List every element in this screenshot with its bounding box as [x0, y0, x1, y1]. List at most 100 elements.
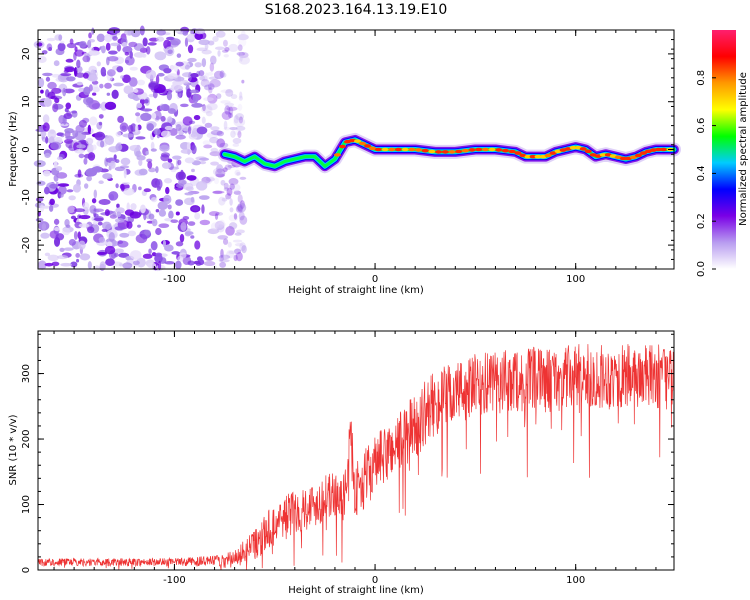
ridge-hotspot: [549, 151, 557, 155]
noise-speck: [151, 112, 157, 120]
noise-speck: [209, 62, 215, 72]
noise-speck: [79, 253, 91, 261]
spectrogram-y-tick-label: 0: [21, 146, 32, 152]
noise-speck: [154, 51, 167, 61]
noise-speck: [175, 199, 184, 206]
noise-speck: [135, 136, 146, 140]
colorbar-tick-label: 0.6: [696, 118, 707, 134]
noise-speck: [225, 226, 235, 236]
noise-speck: [219, 261, 227, 268]
noise-speck: [58, 34, 63, 41]
ridge-hotspot: [428, 149, 436, 154]
noise-speck: [203, 144, 213, 149]
noise-speck: [236, 229, 245, 234]
noise-speck: [230, 130, 236, 138]
noise-speck: [176, 53, 182, 58]
noise-speck: [108, 50, 118, 55]
noise-speck: [228, 214, 239, 222]
spectrogram-x-tick-label: 0: [372, 274, 378, 285]
noise-speck: [239, 51, 243, 62]
noise-speck: [200, 79, 210, 88]
noise-speck: [49, 183, 59, 189]
noise-speck: [206, 132, 218, 139]
noise-speck: [150, 197, 158, 203]
ridge-hotspot: [619, 156, 627, 161]
noise-speck: [40, 130, 47, 137]
noise-speck: [173, 85, 184, 92]
noise-speck: [108, 146, 120, 153]
noise-speck: [92, 92, 97, 96]
noise-speck: [37, 55, 47, 64]
noise-speck: [212, 190, 225, 194]
noise-speck: [128, 77, 138, 87]
noise-speck: [120, 183, 125, 192]
noise-speck: [219, 222, 227, 227]
noise-speck: [199, 160, 207, 165]
noise-speck: [66, 42, 77, 49]
noise-speck: [119, 263, 123, 267]
noise-speck: [167, 116, 173, 123]
spectrogram-y-tick-label: 10: [21, 95, 32, 108]
noise-speck: [167, 108, 176, 114]
noise-speck: [234, 232, 242, 236]
noise-speck: [94, 131, 106, 141]
spectrogram-y-tick-label: -20: [21, 237, 32, 253]
noise-speck: [56, 254, 69, 260]
noise-speck: [122, 45, 133, 54]
ridge-hotspot: [408, 147, 416, 152]
snr-series-line: [38, 344, 674, 570]
noise-speck: [130, 203, 137, 211]
noise-speck: [88, 38, 96, 43]
noise-speck: [215, 211, 224, 216]
ridge-hotspot: [534, 154, 542, 159]
noise-speck: [190, 235, 195, 239]
noise-speck: [92, 84, 99, 89]
noise-speck: [90, 69, 96, 80]
noise-speck: [219, 254, 225, 262]
noise-speck: [108, 232, 115, 242]
noise-speck: [166, 91, 173, 101]
noise-speck: [222, 39, 228, 47]
noise-speck: [168, 210, 174, 219]
noise-speck: [142, 253, 153, 259]
noise-speck: [101, 45, 106, 54]
noise-speck: [182, 255, 192, 266]
noise-speck: [138, 186, 142, 191]
noise-speck: [160, 154, 170, 162]
noise-speck: [67, 205, 75, 214]
noise-speck: [115, 183, 119, 189]
noise-speck: [76, 144, 86, 149]
ridge-hotspot: [364, 144, 372, 148]
noise-speck: [96, 33, 105, 43]
noise-speck: [55, 166, 63, 172]
snr-line: [38, 344, 674, 570]
noise-speck: [135, 150, 142, 158]
noise-speck: [36, 42, 43, 47]
noise-speck: [194, 240, 201, 250]
noise-speck: [196, 47, 208, 52]
noise-speck: [210, 222, 219, 231]
noise-speck: [126, 202, 130, 212]
noise-speck: [203, 97, 214, 102]
noise-speck: [166, 36, 175, 41]
colorbar-tick-label: 0.2: [696, 213, 707, 229]
noise-speck: [41, 223, 47, 231]
noise-speck: [191, 168, 195, 173]
noise-speck: [66, 76, 76, 82]
noise-speck: [201, 49, 212, 55]
noise-speck: [235, 251, 243, 262]
noise-speck: [150, 141, 155, 150]
noise-speck: [114, 166, 126, 172]
ridge-hotspot: [659, 147, 667, 152]
noise-speck: [186, 175, 197, 181]
colorbar-tick-label: 0.8: [696, 70, 707, 86]
noise-speck: [148, 167, 156, 173]
noise-speck: [212, 36, 219, 43]
noise-speck: [102, 221, 112, 231]
noise-speck: [227, 164, 236, 168]
noise-speck: [151, 218, 158, 227]
noise-speck: [91, 27, 95, 35]
noise-speck: [119, 232, 130, 238]
noise-speck: [179, 252, 187, 259]
noise-speck: [89, 116, 98, 126]
